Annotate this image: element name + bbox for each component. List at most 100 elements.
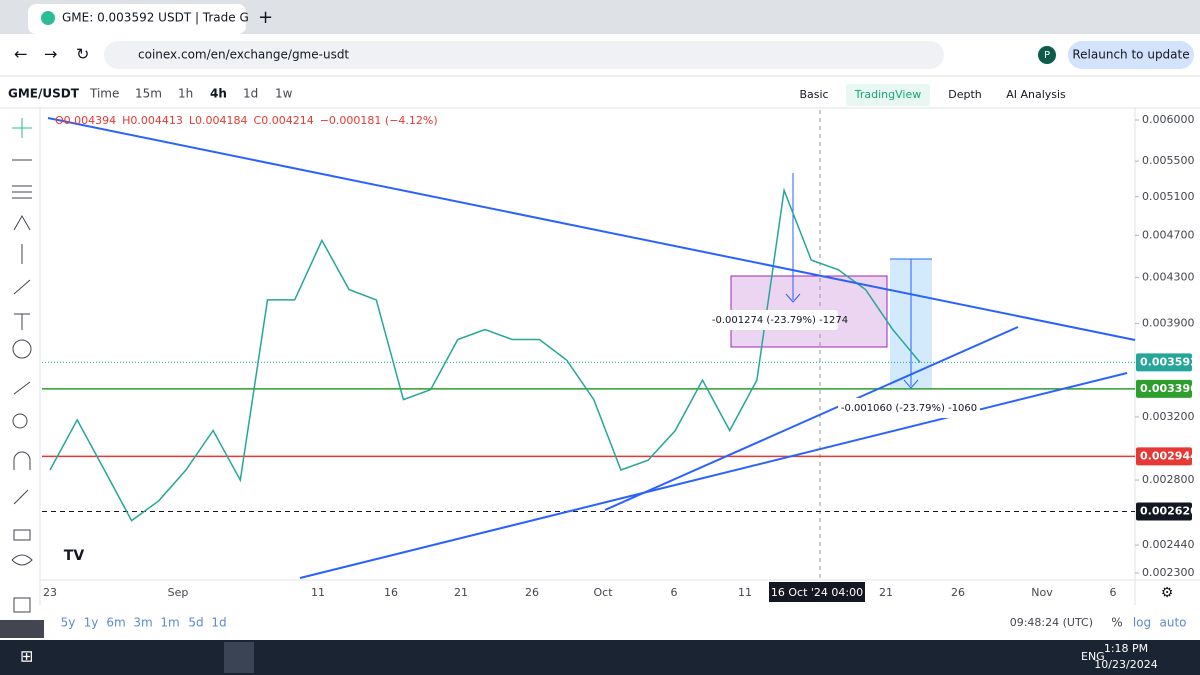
- x-tick-label: 6: [671, 586, 678, 599]
- price-label-bg: [1136, 502, 1192, 521]
- y-tick-label: 0.002800: [1142, 473, 1195, 486]
- omnibox[interactable]: [104, 41, 944, 69]
- range[interactable]: 3m: [133, 616, 152, 630]
- x-tick-label: 16: [384, 586, 398, 599]
- crosshair-label-bg: [769, 582, 865, 602]
- range[interactable]: 1y: [84, 616, 99, 630]
- arrow-head: [785, 293, 801, 303]
- lang: ENG: [1081, 650, 1105, 663]
- tv-logo-text: TV: [64, 548, 85, 564]
- range[interactable]: 1m: [160, 616, 179, 630]
- symbol: GME/USDT: [8, 87, 80, 101]
- clock-date: 10/23/2024: [1094, 658, 1157, 671]
- scale-option[interactable]: log: [1133, 616, 1151, 630]
- tv-logo: [58, 540, 90, 572]
- taskbar: [0, 640, 1200, 675]
- favicon: [41, 11, 55, 25]
- scale-option[interactable]: auto: [1159, 616, 1186, 630]
- range[interactable]: 6m: [106, 616, 125, 630]
- x-tick-label: 6: [1110, 586, 1117, 599]
- x-tick-label: 23: [43, 586, 57, 599]
- annotation: -0.001060 (-23.79%) -1060: [841, 403, 977, 414]
- y-tick-label: 0.002300: [1142, 566, 1195, 579]
- y-tick-label: 0.005100: [1142, 190, 1195, 203]
- view-tab[interactable]: AI Analysis: [1006, 88, 1066, 101]
- active-app[interactable]: [224, 642, 254, 673]
- ohlc-value: C0.004214: [254, 114, 314, 127]
- x-tick-label: Sep: [168, 586, 189, 599]
- arrow-head: [903, 379, 919, 389]
- x-tick-label: Nov: [1031, 586, 1053, 599]
- plot-bg: [42, 110, 1135, 580]
- x-tick-label: 11: [311, 586, 325, 599]
- profile[interactable]: [1038, 46, 1056, 64]
- back[interactable]: ←: [14, 45, 27, 64]
- range[interactable]: 5y: [61, 616, 76, 630]
- reload[interactable]: ↻: [76, 45, 89, 64]
- interval[interactable]: 1d: [243, 87, 258, 101]
- relaunch: Relaunch to update: [1072, 48, 1189, 62]
- ohlc-value: −0.000181 (−4.12%): [320, 114, 438, 127]
- start[interactable]: ⊞: [20, 647, 33, 666]
- trendline: [299, 372, 1128, 579]
- profile-letter: P: [1044, 50, 1050, 61]
- x-tick-label: 21: [454, 586, 468, 599]
- view-tab[interactable]: Depth: [948, 88, 982, 101]
- view-active: [846, 84, 930, 106]
- range[interactable]: 1d: [211, 616, 226, 630]
- ohlc-value: O0.004394: [55, 114, 116, 127]
- y-tick-label: 0.002440: [1142, 538, 1195, 551]
- settings[interactable]: ⚙: [1161, 585, 1174, 601]
- annotation-box: [722, 310, 838, 330]
- price-label-bg: [1136, 379, 1192, 398]
- range[interactable]: 5d: [188, 616, 203, 630]
- interval[interactable]: 15m: [135, 87, 162, 101]
- ohlc-value: H0.004413: [122, 114, 183, 127]
- forward[interactable]: →: [44, 45, 57, 64]
- scale-option[interactable]: %: [1111, 616, 1122, 630]
- y-tick-label: 0.004700: [1142, 228, 1195, 241]
- crosshair-label: 16 Oct '24 04:00: [771, 586, 863, 599]
- y-tick-label: 0.003200: [1142, 410, 1195, 423]
- url: coinex.com/en/exchange/gme-usdt: [138, 48, 349, 62]
- interval[interactable]: Time: [89, 87, 119, 101]
- annotation: -0.001274 (-23.79%) -1274: [712, 315, 848, 326]
- view-tab[interactable]: TradingView: [854, 88, 921, 101]
- annotation-box: [838, 398, 980, 418]
- x-tick-label: 26: [951, 586, 965, 599]
- trendline: [604, 326, 1019, 511]
- interval[interactable]: 1h: [178, 87, 193, 101]
- price-label-bg: [1136, 353, 1192, 372]
- y-tick-label: 0.005500: [1142, 154, 1195, 167]
- relaunch-button[interactable]: [1068, 41, 1194, 69]
- y-tick-label: 0.004300: [1142, 270, 1195, 283]
- x-tick-label: 26: [525, 586, 539, 599]
- collapse[interactable]: [0, 620, 44, 638]
- price-label: 0.003592: [1140, 355, 1198, 368]
- drawing-tools: [11, 118, 33, 613]
- interval[interactable]: 4h: [210, 87, 227, 101]
- x-tick-label: Oct: [593, 586, 613, 599]
- new-tab[interactable]: +: [258, 7, 273, 28]
- interval[interactable]: 1w: [275, 87, 293, 101]
- x-tick-label: 21: [879, 586, 893, 599]
- tab[interactable]: [28, 4, 246, 34]
- x-tick-label: 11: [738, 586, 752, 599]
- y-tick-label: 0.006000: [1142, 113, 1195, 126]
- view-tab[interactable]: Basic: [799, 88, 828, 101]
- series-layer: [42, 187, 1135, 522]
- price-label: 0.003396: [1140, 382, 1198, 395]
- utc-clock: 09:48:24 (UTC): [1010, 616, 1093, 629]
- ohlc-value: L0.004184: [189, 114, 248, 127]
- price-line-series: [49, 187, 921, 522]
- y-tick-label: 0.003900: [1142, 317, 1195, 330]
- price-label-bg: [1136, 447, 1192, 466]
- clock-time: 1:18 PM: [1104, 642, 1148, 655]
- price-label: 0.002620: [1140, 504, 1198, 517]
- tab-title: GME: 0.003592 USDT | Trade G: [62, 11, 249, 25]
- price-label: 0.002944: [1140, 449, 1198, 462]
- trendline: [47, 117, 1136, 341]
